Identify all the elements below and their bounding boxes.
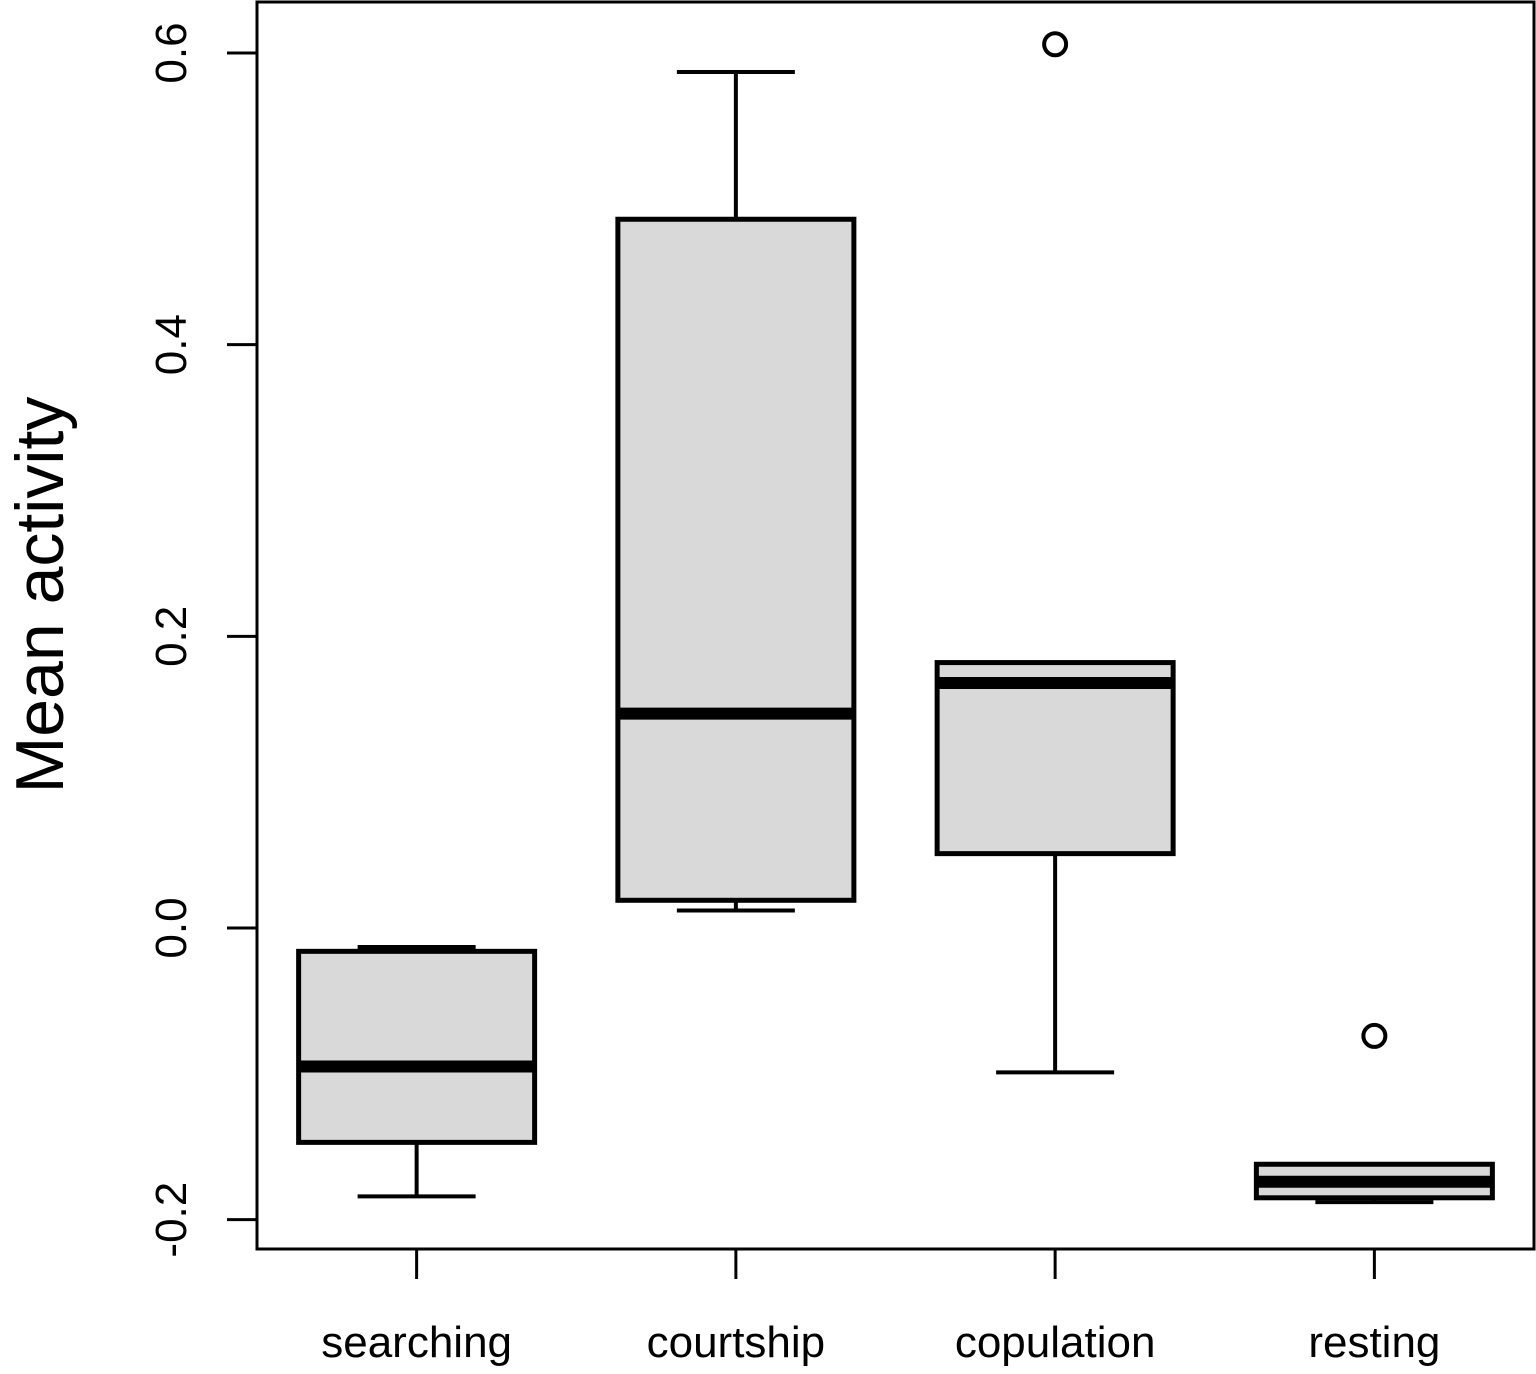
box-iqr [296, 948, 538, 1145]
box-resting [1253, 1022, 1495, 1205]
y-axis: -0.2 0.0 0.2 0.4 0.6 [147, 22, 257, 1258]
box-iqr [615, 216, 857, 903]
x-tick-label-copulation: copulation [955, 1318, 1156, 1367]
outlier-point [1042, 31, 1069, 58]
y-tick-label: 0.4 [147, 314, 196, 375]
box-copulation [934, 31, 1176, 1075]
y-tick-label: -0.2 [147, 1182, 196, 1258]
y-tick-label: 0.2 [147, 606, 196, 667]
box-searching [296, 944, 538, 1199]
y-axis-title: Mean activity [2, 397, 78, 794]
box-iqr [934, 660, 1176, 857]
x-axis: searching courtship copulation resting [321, 1249, 1440, 1367]
x-tick-label-courtship: courtship [647, 1318, 826, 1367]
box-courtship [615, 69, 857, 913]
plot-area [296, 31, 1495, 1205]
y-tick-label: 0.6 [147, 22, 196, 83]
y-tick-label: 0.0 [147, 897, 196, 958]
x-tick-label-searching: searching [321, 1318, 512, 1367]
outlier-point [1361, 1022, 1388, 1049]
x-tick-label-resting: resting [1308, 1318, 1440, 1367]
plot-frame [255, 0, 1536, 1251]
